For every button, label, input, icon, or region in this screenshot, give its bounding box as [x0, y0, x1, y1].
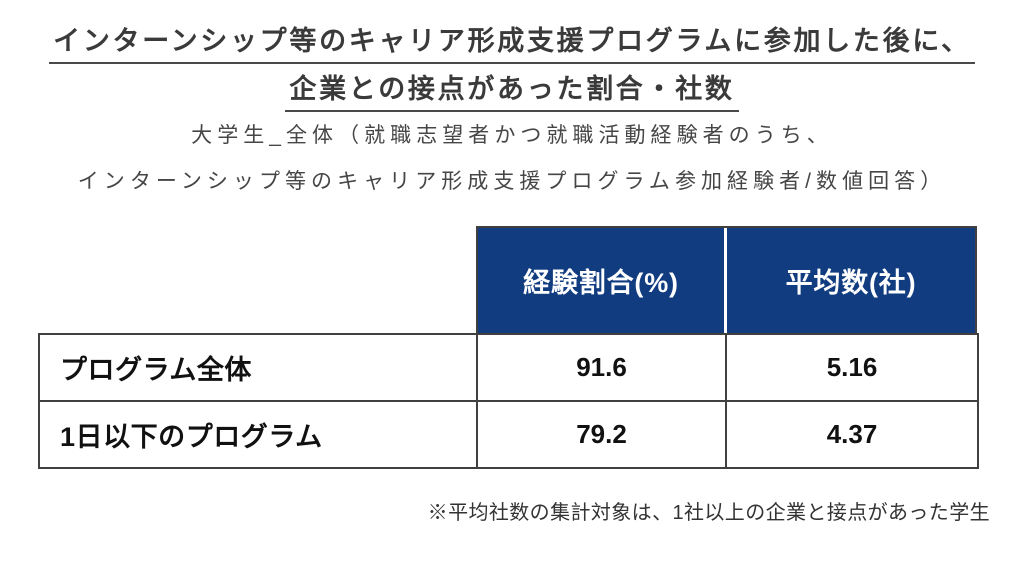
header-cell-average-count: 平均数(社): [727, 228, 975, 333]
figure-subtitle-line-2-text: インターンシップ等のキャリア形成支援プログラム参加経験者/数値回答）: [77, 170, 947, 193]
figure-subtitle-line-2: インターンシップ等のキャリア形成支援プログラム参加経験者/数値回答）: [0, 169, 1024, 194]
figure-subtitle-line-1: 大学生_全体（就職志望者かつ就職活動経験者のうち、: [0, 123, 1024, 148]
figure-title-line-1: インターンシップ等のキャリア形成支援プログラムに参加した後に、: [0, 26, 1024, 65]
header-divider: [724, 228, 727, 333]
average-count-value: 5.16: [725, 333, 979, 402]
table-row-one-day-program: 1日以下のプログラム 79.2 4.37: [38, 400, 979, 469]
experience-rate-value: 79.2: [476, 400, 727, 469]
figure-subtitle-line-1-text: 大学生_全体（就職志望者かつ就職活動経験者のうち、: [191, 124, 833, 147]
footnote: ※平均社数の集計対象は、1社以上の企業と接点があった学生: [427, 502, 990, 524]
table-row-program-overall: プログラム全体 91.6 5.16: [38, 333, 979, 402]
experience-rate-value: 91.6: [476, 333, 727, 402]
row-label: 1日以下のプログラム: [38, 400, 478, 469]
figure-title-line-2: 企業との接点があった割合・社数: [0, 74, 1024, 113]
figure-title-line-1-text: インターンシップ等のキャリア形成支援プログラムに参加した後に、: [49, 26, 975, 65]
row-label: プログラム全体: [38, 333, 478, 402]
figure-title-line-2-text: 企業との接点があった割合・社数: [285, 74, 739, 113]
data-table: プログラム全体 91.6 5.16 1日以下のプログラム 79.2 4.37: [38, 333, 979, 469]
header-cell-experience-rate: 経験割合(%): [478, 228, 724, 333]
table-header-row: 経験割合(%) 平均数(社): [476, 226, 977, 333]
average-count-value: 4.37: [725, 400, 979, 469]
